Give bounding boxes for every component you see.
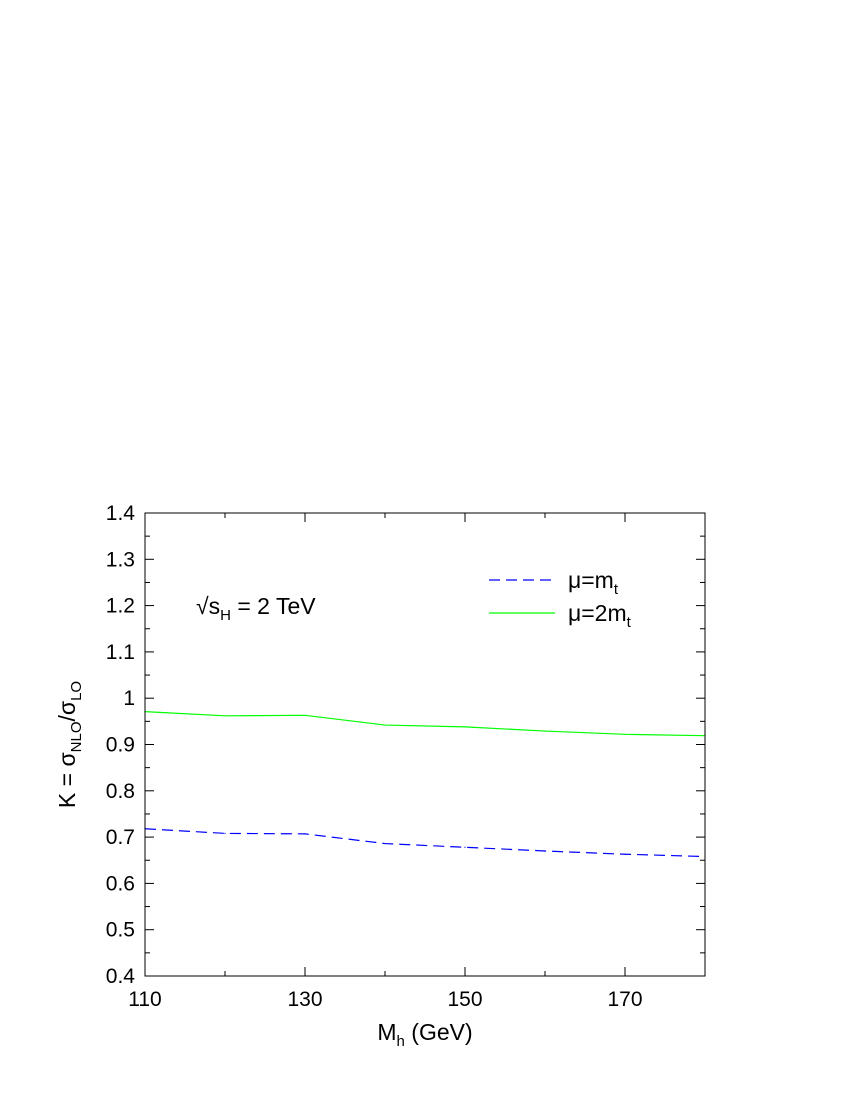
data-point-series-0 xyxy=(304,833,306,835)
y-tick-label: 1.2 xyxy=(106,595,135,618)
legend: μ=mt μ=2mt xyxy=(489,567,632,631)
y-tick-label: 0.9 xyxy=(106,734,135,757)
y-tick-label: 1.1 xyxy=(106,641,135,664)
x-tick-label: 150 xyxy=(447,988,482,1011)
data-point-series-1 xyxy=(624,733,626,735)
x-tick-label: 110 xyxy=(128,988,161,1011)
legend-label-mu-mt: μ=mt xyxy=(568,567,619,598)
x-tick-label: 130 xyxy=(287,988,322,1011)
data-point-series-0 xyxy=(624,853,626,855)
y-tick-label: 0.4 xyxy=(106,965,136,988)
series-line-1 xyxy=(144,711,706,737)
data-point-series-0 xyxy=(544,850,546,852)
plot-frame xyxy=(144,512,706,977)
y-tick-label: 0.6 xyxy=(106,872,135,895)
energy-annotation: √sH = 2 TeV xyxy=(196,593,316,624)
data-point-series-1 xyxy=(544,730,546,732)
y-axis-title: K = σNLO/σLO xyxy=(54,681,85,808)
data-point-series-0 xyxy=(384,842,386,845)
series-layer xyxy=(144,711,706,858)
data-point-series-1 xyxy=(304,714,306,716)
y-tick-label: 1.3 xyxy=(106,548,135,571)
y-tick-label: 0.8 xyxy=(106,780,135,803)
data-point-series-1 xyxy=(464,726,466,728)
series-line-0 xyxy=(144,828,706,858)
data-point-series-0 xyxy=(224,832,226,834)
x-axis-title: Mh (GeV) xyxy=(377,1019,472,1050)
data-point-series-1 xyxy=(224,715,226,717)
y-tick-label: 1.4 xyxy=(106,502,136,525)
ticks-layer xyxy=(144,512,705,977)
legend-label-mu-2mt: μ=2mt xyxy=(568,600,632,631)
data-point-series-0 xyxy=(464,846,466,848)
labels-layer: 0.4 0.5 0.6 0.7 0.8 0.9 1 1.1 1.2 1.3 1.4 110 130 150… xyxy=(106,502,643,1011)
x-tick-label: 170 xyxy=(607,988,642,1011)
y-tick-label: 0.5 xyxy=(106,919,135,942)
data-point-series-1 xyxy=(384,724,386,726)
y-tick-label: 1 xyxy=(123,687,135,710)
y-tick-label: 0.7 xyxy=(106,826,135,849)
